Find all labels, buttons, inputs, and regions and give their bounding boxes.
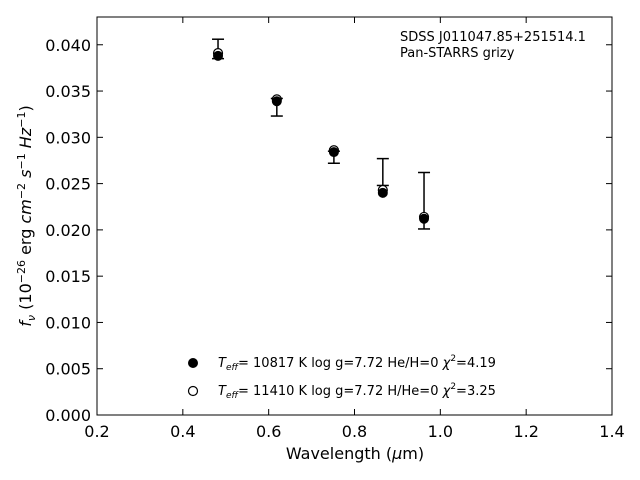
error-bars — [212, 38, 431, 230]
y-tick-label: 0.025 — [45, 175, 91, 194]
x-tick-label: 0.2 — [84, 422, 109, 441]
y-tick-label: 0.010 — [45, 313, 91, 332]
legend-entry-1: Teff= 10817 K log g=7.72 He/H=0 χ2=4.19 — [218, 354, 496, 373]
filled-model-point — [328, 147, 339, 158]
y-tick-label: 0.000 — [45, 406, 91, 425]
legend-marker-filled — [188, 358, 198, 368]
x-tick-label: 1.0 — [428, 422, 453, 441]
annotation-object-name: SDSS J011047.85+251514.1 — [400, 30, 586, 45]
filled-model-point — [419, 213, 430, 224]
legend-marker-open — [187, 385, 199, 397]
x-axis-label: Wavelength (μm) — [286, 444, 424, 463]
observed-point-errorbar — [376, 157, 389, 187]
y-axis-label: fν (10−26 erg cm−2 s−1 Hz−1) — [15, 105, 38, 326]
x-tick-label: 0.4 — [170, 422, 195, 441]
y-tick-label: 0.005 — [45, 360, 91, 379]
legend-entry-2: Teff= 11410 K log g=7.72 H/He=0 χ2=3.25 — [218, 382, 496, 401]
x-tick-label: 0.6 — [256, 422, 281, 441]
y-tick-label: 0.030 — [45, 128, 91, 147]
x-tick-label: 1.2 — [513, 422, 538, 441]
legend: Teff= 10817 K log g=7.72 He/H=0 χ2=4.19 … — [187, 354, 496, 401]
y-tick-label: 0.035 — [45, 82, 91, 101]
filled-model-point — [213, 50, 224, 61]
x-tick-label: 1.4 — [599, 422, 624, 441]
y-tick-label: 0.040 — [45, 36, 91, 55]
x-tick-label: 0.8 — [342, 422, 367, 441]
filled-model-point — [271, 96, 282, 107]
x-ticks: 0.2 0.4 0.6 0.8 1.0 1.2 1.4 — [84, 17, 625, 441]
y-tick-label: 0.020 — [45, 221, 91, 240]
y-ticks: 0.000 0.005 0.010 0.015 0.020 0.025 0.030 0.035… — [45, 36, 612, 425]
y-tick-label: 0.015 — [45, 267, 91, 286]
filled-model-point — [377, 187, 388, 198]
annotation-survey: Pan-STARRS grizy — [400, 46, 515, 61]
data-points — [212, 47, 430, 224]
